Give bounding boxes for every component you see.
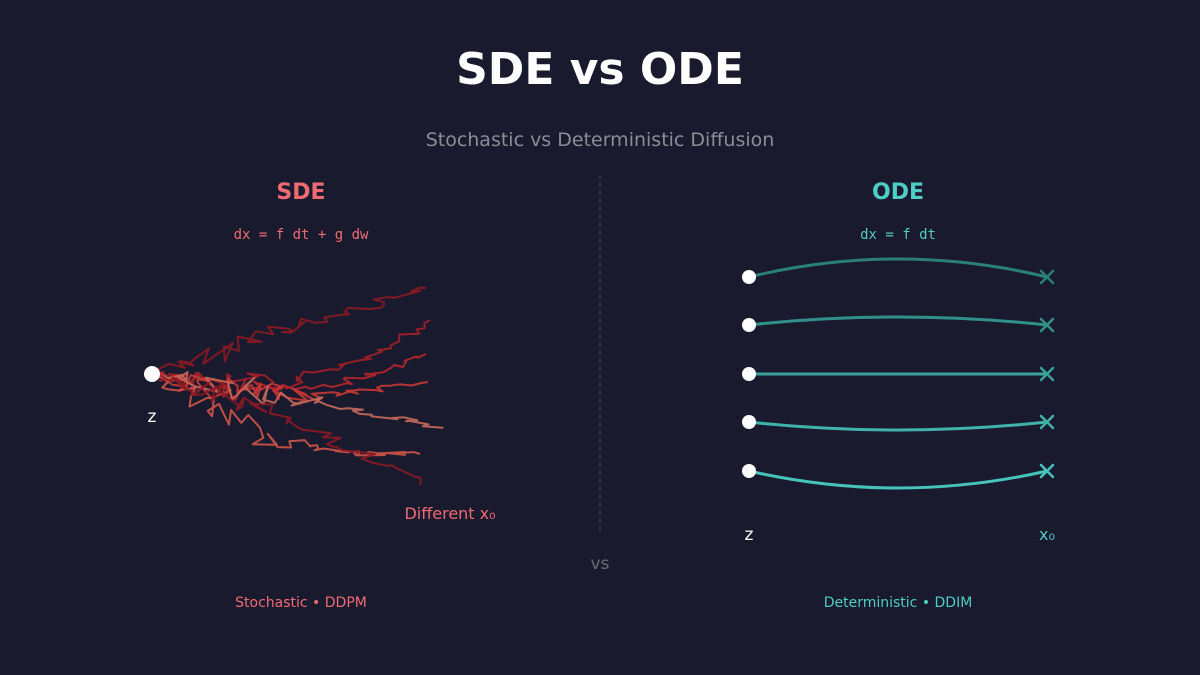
sde-heading: SDE xyxy=(276,180,325,205)
diagram-subtitle: Stochastic vs Deterministic Diffusion xyxy=(426,129,775,151)
ode-equation: dx = f dt xyxy=(860,227,936,243)
sde-equation: dx = f dt + g dw xyxy=(234,227,369,243)
sde-start-label: z xyxy=(148,407,157,427)
ode-path xyxy=(747,315,1049,327)
sde-path xyxy=(151,373,422,486)
ode-start-point xyxy=(742,270,756,284)
ode-start-point xyxy=(742,415,756,429)
sde-panel: SDE dx = f dt + g dw z Different x₀ Stoc… xyxy=(144,180,496,611)
vs-label: vs xyxy=(591,554,610,574)
sde-paths xyxy=(144,286,444,486)
sde-end-label: Different x₀ xyxy=(404,504,495,523)
ode-end-marker xyxy=(1039,463,1055,479)
ode-end-label: x₀ xyxy=(1039,525,1055,544)
ode-start-point xyxy=(742,464,756,478)
sde-footer: Stochastic • DDPM xyxy=(235,595,367,611)
sde-path xyxy=(151,286,427,375)
ode-end-marker xyxy=(1039,366,1055,382)
ode-end-marker xyxy=(1039,414,1055,430)
ode-path xyxy=(747,257,1049,279)
ode-end-marker xyxy=(1039,269,1055,285)
ode-start-label: z xyxy=(745,525,754,545)
diagram-title: SDE vs ODE xyxy=(456,44,744,95)
ode-path xyxy=(747,469,1049,490)
ode-panel: ODE dx = f dt z x₀ Deterministic • DDIM xyxy=(742,180,1055,611)
ode-paths xyxy=(742,257,1055,490)
sde-path xyxy=(151,353,427,401)
ode-path xyxy=(747,420,1049,432)
ode-heading: ODE xyxy=(872,180,924,205)
ode-footer: Deterministic • DDIM xyxy=(824,595,973,611)
sde-path xyxy=(151,373,421,457)
ode-start-point xyxy=(742,318,756,332)
sde-start-point xyxy=(144,366,160,382)
ode-start-point xyxy=(742,367,756,381)
ode-end-marker xyxy=(1039,317,1055,333)
